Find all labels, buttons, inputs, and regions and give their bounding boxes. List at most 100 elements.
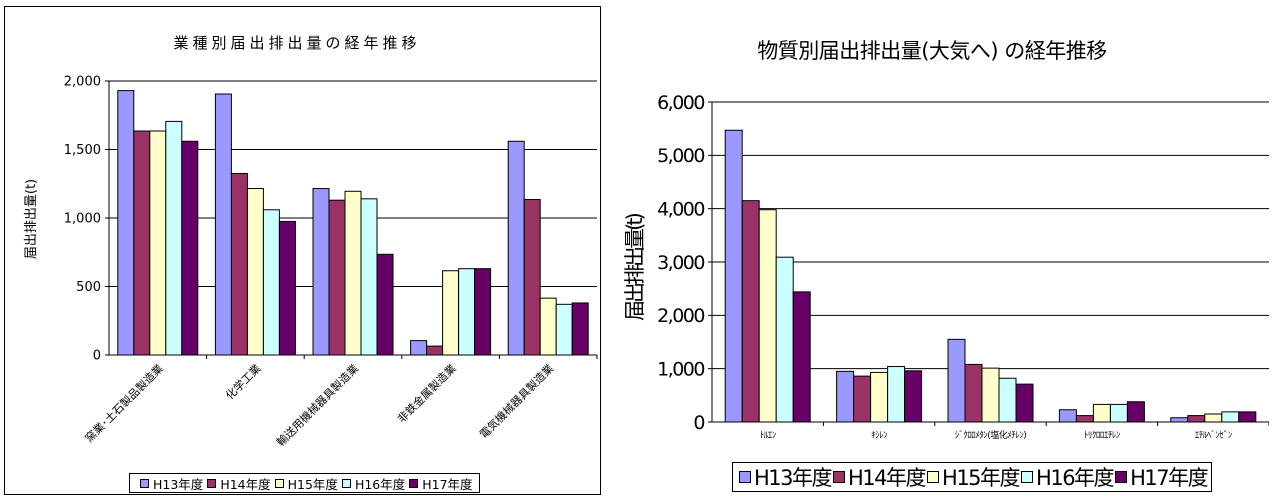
bar — [1238, 411, 1257, 423]
bar — [1221, 411, 1240, 423]
y-tick-label: 1,000 — [64, 212, 101, 227]
legend-item: H15年度 — [271, 474, 338, 493]
bar — [1015, 383, 1034, 423]
bar — [998, 377, 1017, 423]
legend-item: H14年度 — [203, 474, 271, 493]
bar — [539, 297, 557, 356]
bar — [523, 199, 541, 356]
bar — [230, 172, 248, 356]
bar — [474, 268, 492, 356]
bar — [870, 371, 889, 423]
legend-label: H13年度 — [754, 466, 833, 490]
chart-substance-svg: 物質別届出排出量(大気へ) の経年推移 0 1,000 2,000 3,000 4,000… — [623, 39, 1269, 441]
bar — [246, 188, 264, 356]
y-tick-label: 5,000 — [657, 145, 704, 167]
chart-title: 物質別届出排出量(大気へ) の経年推移 — [757, 39, 1107, 63]
y-tick-label: 2,000 — [657, 305, 704, 327]
legend-item: H13年度 — [136, 474, 203, 493]
legend-substance: H13年度 H14年度 H15年度 H16年度 H17年度 — [732, 462, 1213, 492]
legend-label: H14年度 — [220, 476, 271, 492]
legend-swatch — [409, 478, 419, 488]
y-tick-label: 6,000 — [657, 92, 704, 114]
y-axis-label: 届出排出量(t) — [623, 213, 647, 320]
legend-swatch — [1021, 471, 1034, 483]
bar — [1075, 415, 1094, 423]
bar — [1170, 417, 1189, 423]
y-tick-label: 2,000 — [64, 75, 101, 90]
bar — [117, 90, 135, 356]
bar — [278, 220, 296, 356]
bar — [775, 256, 794, 423]
y-tick-label: 4,000 — [657, 199, 704, 221]
x-category-label: 輸送用機械器具製造業 — [273, 361, 361, 449]
bar — [214, 93, 232, 356]
bar — [836, 370, 855, 423]
x-category-label: ｴﾁﾙﾍﾞﾝｾﾞﾝ — [1195, 430, 1233, 441]
bar — [555, 303, 573, 356]
bar — [312, 188, 330, 356]
legend-swatch — [833, 471, 846, 483]
legend-label: H15年度 — [287, 476, 338, 492]
bar — [181, 140, 199, 356]
legend-label: H15年度 — [942, 466, 1021, 490]
bar — [376, 253, 394, 356]
bar — [165, 120, 183, 356]
bar — [947, 338, 966, 423]
legend-swatch — [341, 478, 351, 488]
bar — [741, 200, 760, 423]
bar — [133, 130, 151, 356]
y-tick-label: 1,000 — [657, 359, 704, 381]
bar — [981, 367, 1000, 423]
x-category-label: 電気機械器具製造業 — [476, 361, 556, 441]
bar — [507, 140, 525, 356]
x-category-label: 非鉄金属製造業 — [394, 361, 458, 425]
bar — [887, 366, 906, 423]
bar — [853, 375, 872, 423]
bar — [442, 270, 460, 356]
legend-swatch — [274, 478, 284, 488]
x-category-label: ｼﾞｸﾛﾛﾒﾀﾝ(塩化ﾒﾁﾚﾝ) — [955, 429, 1027, 441]
bar — [724, 129, 743, 423]
legend-swatch — [739, 471, 751, 483]
legend-label: H13年度 — [153, 476, 204, 492]
bar — [149, 130, 167, 356]
bar — [964, 363, 983, 423]
legend-label: H16年度 — [1036, 466, 1115, 490]
bar — [1092, 403, 1111, 423]
legend-label: H16年度 — [354, 476, 406, 492]
legend-item: H14年度 — [831, 462, 927, 492]
chart-industry-svg: 業種別届出排出量の経年推移 0 500 1,000 1,500 2,000 届出排出量(t)… — [24, 34, 598, 449]
bar — [1109, 403, 1128, 423]
x-category-label: ﾄﾙｴﾝ — [760, 431, 777, 441]
bar — [410, 340, 428, 356]
x-category-label: ｷｼﾚﾝ — [871, 431, 888, 441]
y-tick-label: 0 — [93, 349, 101, 364]
legend-item: H16年度 — [338, 474, 405, 493]
bar — [904, 370, 923, 423]
legend-swatch — [927, 471, 940, 483]
legend-item: H17年度 — [405, 474, 473, 493]
legend-swatch — [207, 478, 217, 488]
y-tick-label: 500 — [76, 280, 101, 295]
legend-item: H13年度 — [737, 462, 833, 492]
x-category-label: ﾄﾘｸﾛﾛｴﾁﾚﾝ — [1084, 430, 1121, 441]
bar — [1058, 409, 1077, 423]
bar — [458, 268, 476, 356]
legend-swatch — [1115, 471, 1128, 483]
bar — [344, 190, 362, 356]
legend-label: H14年度 — [848, 466, 927, 490]
legend-label: H17年度 — [1130, 466, 1209, 490]
bar — [792, 291, 811, 423]
legend-item: H15年度 — [925, 462, 1021, 492]
y-tick-label: 0 — [693, 412, 704, 434]
y-tick-label: 3,000 — [657, 252, 704, 274]
legend-industry: H13年度 H14年度 H15年度 H16年度 H17年度 — [129, 473, 480, 493]
legend-item: H16年度 — [1019, 462, 1115, 492]
bar — [328, 199, 346, 356]
legend-swatch — [140, 478, 149, 488]
bar — [426, 345, 444, 356]
legend-item: H17年度 — [1113, 462, 1209, 492]
x-category-label: 化学工業 — [223, 361, 264, 402]
bar — [1126, 401, 1145, 423]
legend-label: H17年度 — [422, 476, 473, 492]
